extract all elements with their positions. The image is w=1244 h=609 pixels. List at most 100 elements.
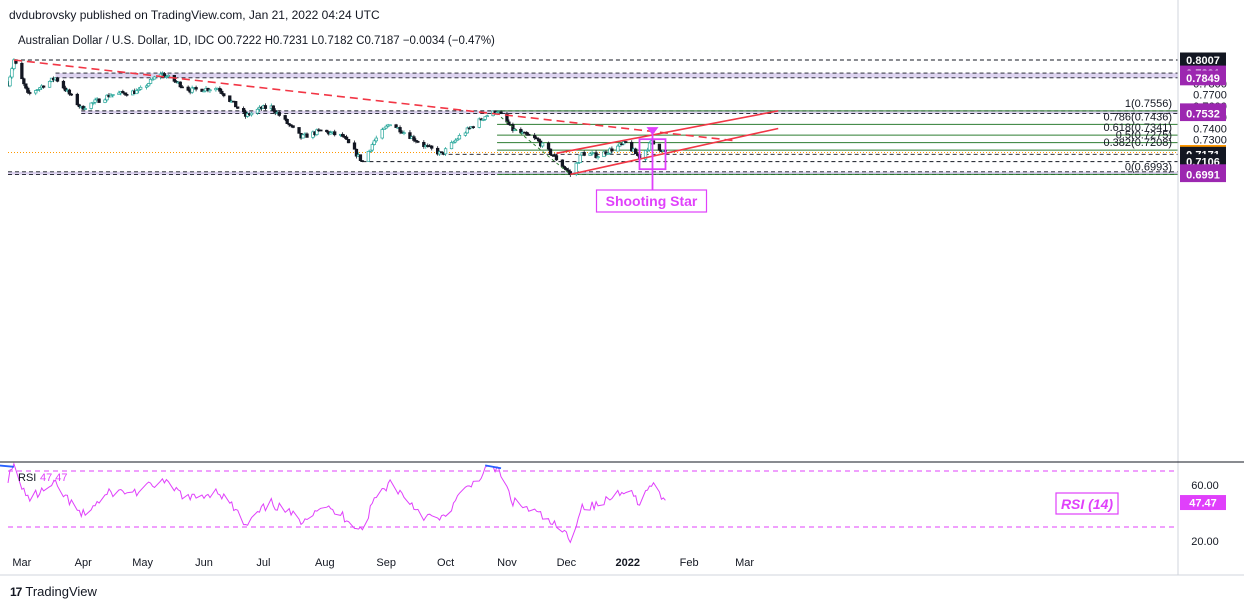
candle <box>297 127 301 134</box>
candle <box>483 116 487 121</box>
candle <box>234 101 238 108</box>
candle <box>596 155 600 160</box>
candle <box>200 88 204 92</box>
candle <box>455 137 460 141</box>
candle-body <box>28 92 32 94</box>
candle-body <box>164 76 169 78</box>
candle-body <box>449 142 454 150</box>
candle-body <box>340 133 345 137</box>
candle <box>457 133 462 140</box>
candle-body <box>206 87 210 91</box>
candle <box>606 152 610 155</box>
support-zone-2 <box>8 171 1178 175</box>
candle <box>358 154 363 162</box>
candle <box>34 89 38 96</box>
candle-body <box>91 101 95 104</box>
candle <box>24 83 28 90</box>
candle-body <box>344 136 349 140</box>
candle-body <box>186 86 190 91</box>
candle <box>277 110 281 117</box>
candle-body <box>26 87 30 93</box>
candle-body <box>643 150 648 160</box>
candle <box>519 127 523 134</box>
candle <box>346 138 351 144</box>
candle-body <box>63 87 68 92</box>
time-tick-label: Sep <box>376 557 396 569</box>
candle <box>624 141 628 143</box>
candle-body <box>218 88 222 92</box>
candle-body <box>568 171 572 175</box>
candle <box>525 131 529 136</box>
candle-body <box>634 148 638 155</box>
candle <box>117 90 121 95</box>
candle-body <box>81 105 85 110</box>
candle-body <box>137 88 141 91</box>
candle <box>408 130 412 140</box>
support-zone-1 <box>81 110 1178 114</box>
candle-body <box>287 123 291 126</box>
candle <box>67 88 72 96</box>
candle-body <box>83 108 87 110</box>
candle <box>610 146 614 154</box>
candle <box>380 127 384 140</box>
time-tick-label: Aug <box>315 557 335 569</box>
candle <box>103 98 107 104</box>
candle-body <box>36 89 40 91</box>
candle-body <box>22 78 26 85</box>
candle <box>81 105 85 110</box>
candle <box>370 142 374 152</box>
candle <box>206 87 210 93</box>
symbol-legend: Australian Dollar / U.S. Dollar, 1D, IDC… <box>18 35 495 47</box>
candle <box>354 148 359 159</box>
candle-body <box>535 137 539 140</box>
candle-body <box>525 132 529 135</box>
candle-body <box>463 132 468 136</box>
candle-body <box>465 127 470 134</box>
candle <box>150 77 155 81</box>
candle <box>582 150 586 157</box>
candle-body <box>527 133 531 136</box>
candle-body <box>408 132 412 139</box>
candle <box>55 76 60 83</box>
tradingview-logo[interactable]: 17 TradingView <box>10 584 97 599</box>
candle <box>10 66 14 79</box>
candle-body <box>111 94 115 96</box>
candle-body <box>436 147 440 155</box>
candle <box>588 151 592 156</box>
candle-body <box>146 83 151 87</box>
candle-body <box>610 148 614 152</box>
rsi-value-tag <box>1180 495 1226 511</box>
rsi-line <box>7 462 666 544</box>
candle <box>416 140 420 144</box>
candle <box>471 125 475 129</box>
candle-body <box>208 89 212 92</box>
candle <box>89 102 93 110</box>
publisher-caption: dvdubrovsky published on TradingView.com… <box>9 8 380 22</box>
candle-body <box>380 129 384 139</box>
candle <box>186 85 190 92</box>
candle-body <box>562 166 567 169</box>
price-tag-0.7849 <box>1180 70 1226 86</box>
candle-body <box>249 112 254 116</box>
tradingview-brand: TradingView <box>25 584 97 599</box>
price-tag-0.7532 <box>1180 106 1226 122</box>
candle <box>643 150 648 162</box>
candle-body <box>166 75 171 77</box>
candle <box>135 88 139 95</box>
candle <box>271 105 275 113</box>
candle <box>22 77 26 87</box>
candle-body <box>180 86 184 89</box>
price-tag-text: 0.8007 <box>1186 55 1220 67</box>
candle-body <box>117 92 121 95</box>
candle-body <box>97 98 101 103</box>
candle <box>228 95 232 103</box>
candle-body <box>178 81 182 88</box>
candle <box>436 146 440 156</box>
candle-body <box>103 99 107 103</box>
candle-body <box>374 137 378 142</box>
candle <box>465 126 470 134</box>
candle <box>374 135 378 143</box>
candle-body <box>416 141 420 143</box>
candle <box>594 150 598 159</box>
